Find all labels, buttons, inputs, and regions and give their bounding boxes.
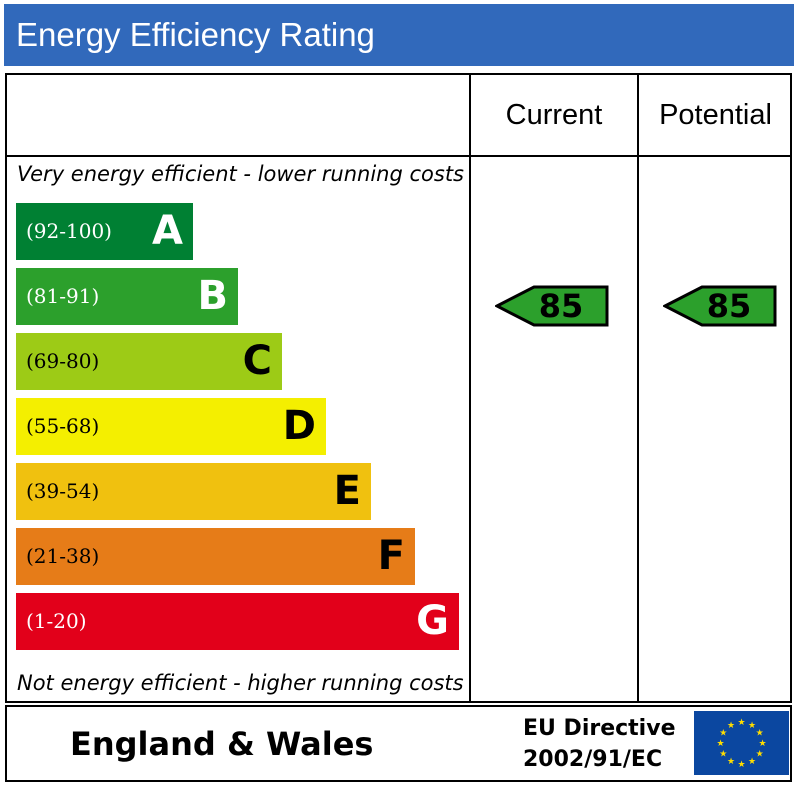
current-rating-arrow: 85 — [495, 285, 609, 327]
star-icon: ★ — [719, 750, 727, 760]
bottom-note: Not energy efficient - higher running co… — [17, 671, 464, 695]
band-c: (69-80) C — [16, 333, 282, 390]
arrow-shape — [495, 285, 609, 327]
band-g: (1-20) G — [16, 593, 459, 650]
band-letter: A — [152, 208, 183, 254]
directive-line2: 2002/91/EC — [523, 747, 663, 772]
current-column-header: Current — [505, 99, 603, 131]
star-icon: ★ — [737, 718, 745, 728]
band-letter: C — [242, 338, 272, 384]
top-note: Very energy efficient - lower running co… — [17, 162, 464, 186]
rating-table — [5, 73, 792, 703]
band-f: (21-38) F — [16, 528, 415, 585]
band-letter: B — [197, 273, 229, 319]
directive-line1: EU Directive — [523, 716, 676, 741]
potential-column-header: Potential — [659, 99, 772, 131]
eu-flag-icon: ★ ★ ★ ★ ★ ★ ★ ★ ★ ★ ★ ★ — [694, 711, 789, 775]
band-letter: E — [333, 468, 361, 514]
star-icon: ★ — [727, 721, 735, 731]
star-icon: ★ — [748, 757, 756, 767]
star-icon: ★ — [719, 729, 727, 739]
band-letter: D — [282, 403, 316, 449]
potential-rating-arrow: 85 — [663, 285, 777, 327]
star-icon: ★ — [737, 760, 745, 770]
column-divider — [469, 73, 471, 703]
arrow-shape — [663, 285, 777, 327]
page-title: Energy Efficiency Rating — [4, 4, 794, 66]
column-divider — [637, 73, 639, 703]
header-divider — [5, 155, 792, 157]
current-rating-value: 85 — [538, 287, 584, 325]
star-icon: ★ — [727, 757, 735, 767]
band-range: (55-68) — [26, 414, 100, 438]
band-letter: G — [416, 598, 449, 644]
star-icon: ★ — [716, 739, 724, 749]
potential-rating-value: 85 — [706, 287, 752, 325]
band-e: (39-54) E — [16, 463, 371, 520]
star-icon: ★ — [756, 750, 764, 760]
band-range: (1-20) — [26, 609, 87, 633]
band-b: (81-91) B — [16, 268, 238, 325]
star-icon: ★ — [756, 729, 764, 739]
band-a: (92-100) A — [16, 203, 193, 260]
star-icon: ★ — [748, 721, 756, 731]
band-range: (81-91) — [26, 284, 100, 308]
band-d: (55-68) D — [16, 398, 326, 455]
band-range: (39-54) — [26, 479, 100, 503]
band-range: (92-100) — [26, 219, 112, 243]
band-range: (21-38) — [26, 544, 100, 568]
star-icon: ★ — [758, 739, 766, 749]
region-label: England & Wales — [70, 725, 374, 763]
footer — [5, 705, 792, 782]
band-letter: F — [377, 533, 405, 579]
band-range: (69-80) — [26, 349, 100, 373]
